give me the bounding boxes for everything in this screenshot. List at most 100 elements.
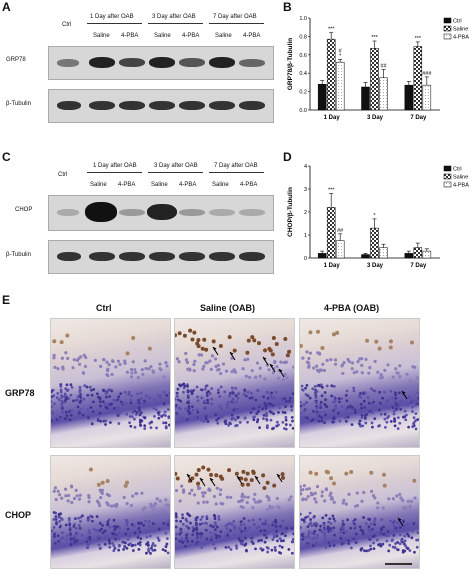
treat-label: 4-PBA: [240, 182, 258, 188]
legend-label: Ctrl: [453, 167, 462, 173]
blot-a-header: Ctrl: [60, 19, 72, 29]
treat-label: 4-PBA: [118, 182, 136, 188]
treat-label: Saline: [90, 182, 107, 188]
significance-label: ***: [371, 35, 378, 41]
row-label: CHOP: [5, 510, 32, 520]
y-tick-label: 0.4: [299, 71, 307, 77]
x-tick-label: 1 Day: [324, 263, 341, 269]
chart-d: 0 1 2 3 4 CHOP/β-Tubulin 1 Day 3 Day 7 Day *** ## *…: [287, 164, 469, 269]
band: [179, 58, 205, 67]
bar: [404, 84, 414, 111]
column-label: Ctrl: [96, 303, 112, 313]
band: [119, 209, 145, 216]
legend-label: Saline: [453, 27, 468, 33]
band: [149, 252, 175, 261]
histology-image: [174, 318, 295, 448]
panel-letter-c: C: [2, 150, 11, 164]
treat-label: 4-PBA: [243, 33, 261, 39]
band: [239, 252, 265, 261]
band: [179, 101, 205, 110]
arrow-head: [200, 478, 204, 482]
bar: [422, 84, 432, 111]
group-label: 1 Day after OAB: [93, 163, 137, 169]
bar: [317, 253, 327, 259]
group-label: 1 Day after OAB: [90, 14, 134, 20]
significance-label: ##: [337, 228, 344, 234]
band: [89, 101, 115, 110]
band: [85, 202, 117, 222]
significance-label: *: [339, 53, 342, 59]
panel-letter-a: A: [2, 0, 11, 14]
x-tick-label: 3 Day: [367, 115, 384, 121]
significance-label: #: [339, 48, 343, 54]
band: [147, 204, 177, 220]
histology-image: [174, 455, 295, 569]
arrow-head: [255, 476, 259, 480]
x-tick-label: 3 Day: [367, 263, 384, 269]
row-label-grp78: GRP78: [6, 57, 26, 63]
y-tick-label: 0: [304, 256, 307, 262]
histology-image: [50, 318, 171, 448]
legend-label: 4-PBA: [453, 183, 469, 189]
x-tick-label: 7 Day: [410, 115, 427, 121]
band: [209, 57, 235, 68]
chart-b: 0.0 0.2 0.4 0.6 0.8 1.0 GRP78/β-Tubulin 1 Day 3 …: [287, 16, 469, 121]
ctrl-label: Ctrl: [62, 22, 72, 28]
bar: [370, 48, 379, 111]
band: [209, 252, 235, 261]
histology-texture: [51, 333, 170, 430]
group-label: 7 Day after OAB: [213, 14, 257, 20]
bar: [379, 247, 388, 259]
row-label-tubulin: β-Tubulin: [6, 101, 31, 107]
band: [149, 101, 175, 110]
legend-label: 4-PBA: [453, 35, 469, 41]
bar: [370, 227, 379, 259]
y-axis-label: CHOP/β-Tubulin: [287, 187, 294, 237]
treat-label: 4-PBA: [182, 33, 200, 39]
panel-letter-b: B: [283, 0, 292, 14]
panel-letter-e: E: [2, 293, 11, 307]
y-tick-label: 0.0: [299, 108, 307, 114]
significance-label: ***: [328, 27, 335, 33]
legend-swatch: [443, 181, 452, 188]
legend-label: Ctrl: [453, 19, 462, 25]
bar: [326, 38, 336, 111]
row-label-tubulin: β-Tubulin: [6, 252, 31, 258]
significance-label: *: [373, 213, 376, 219]
row-label: GRP78: [5, 388, 35, 398]
band: [57, 59, 79, 67]
arrow-head: [237, 476, 241, 480]
histology-image: [299, 318, 420, 448]
blot-grp78: [48, 46, 274, 80]
bar: [335, 61, 345, 111]
bar: [413, 247, 423, 259]
legend-swatch: [443, 165, 452, 172]
y-tick-label: 0.8: [299, 34, 307, 40]
treat-label: Saline: [93, 33, 110, 39]
y-tick-label: 1: [304, 233, 307, 239]
treat-label: 4-PBA: [179, 182, 197, 188]
band: [57, 209, 79, 216]
column-label: 4-PBA (OAB): [324, 303, 380, 313]
arrow-head: [187, 474, 191, 478]
y-tick-label: 2: [304, 210, 307, 216]
histology-image: [299, 455, 420, 569]
histology-texture: [51, 467, 170, 555]
treat-label: 4-PBA: [121, 33, 139, 39]
bar: [379, 77, 388, 111]
significance-label: ###: [422, 71, 432, 77]
arrow-head: [277, 474, 281, 478]
band: [89, 57, 115, 68]
band: [149, 57, 175, 68]
histology-texture: [300, 469, 419, 565]
bar: [422, 250, 432, 259]
ctrl-label: Ctrl: [58, 172, 68, 178]
blot-chop: [48, 195, 274, 231]
histology-texture: [175, 328, 294, 431]
significance-label: ***: [415, 36, 422, 42]
x-tick-label: 1 Day: [324, 115, 341, 121]
y-axis-label: GRP78/β-Tubulin: [287, 38, 294, 90]
band: [57, 252, 81, 261]
column-label: Saline (OAB): [200, 303, 256, 313]
y-tick-label: 3: [304, 187, 307, 193]
